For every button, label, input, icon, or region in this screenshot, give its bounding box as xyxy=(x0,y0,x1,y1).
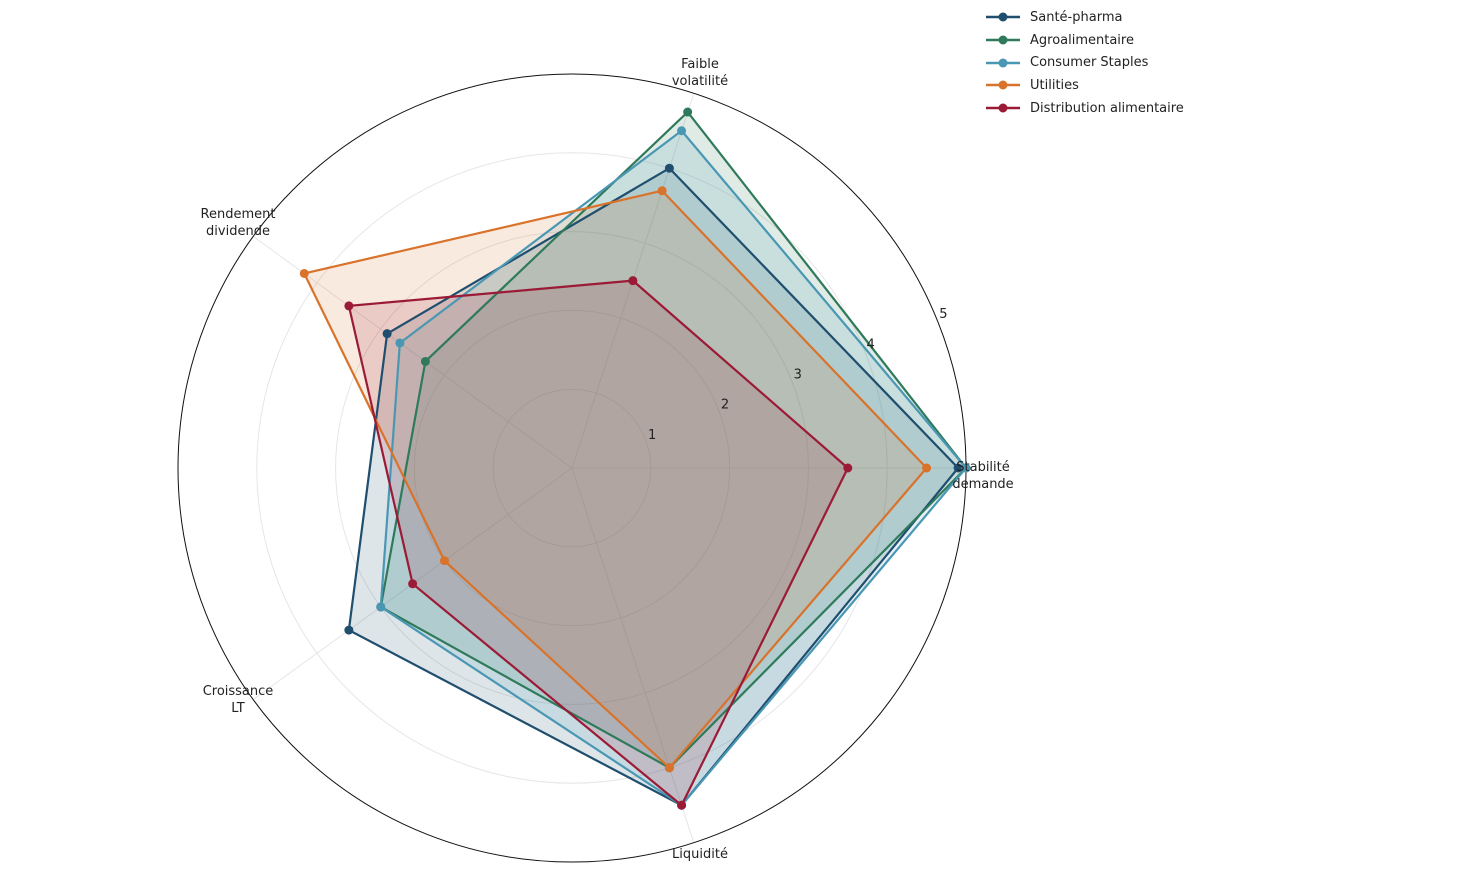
data-point xyxy=(657,186,667,196)
data-point xyxy=(677,126,687,136)
axis-label-line: dividende xyxy=(206,224,270,239)
series-fill-0 xyxy=(348,168,959,806)
legend-item: Santé-pharma xyxy=(986,6,1184,29)
data-point xyxy=(953,463,963,473)
radial-tick-label: 1 xyxy=(648,428,656,443)
grid-spoke xyxy=(571,467,695,843)
data-point xyxy=(344,301,354,311)
data-point xyxy=(439,556,449,566)
data-point xyxy=(344,625,354,635)
legend-marker-icon xyxy=(986,35,1020,45)
axis-label-line: demande xyxy=(952,477,1013,492)
axis-label: Croissance LT xyxy=(203,684,274,716)
axis-label: Liquidité xyxy=(672,847,728,862)
axis-label-line: volatilité xyxy=(672,74,728,89)
legend: Santé-pharma Agroalimentaire Consumer Stap… xyxy=(986,6,1184,119)
data-point xyxy=(843,463,853,473)
axis-label-line: Faible xyxy=(681,57,719,72)
radial-tick-label: 2 xyxy=(721,398,729,413)
legend-label: Distribution alimentaire xyxy=(1030,100,1184,116)
axis-label: Rendement dividende xyxy=(201,207,276,239)
series-line-1 xyxy=(379,110,968,769)
data-point xyxy=(664,163,674,173)
legend-item: Consumer Staples xyxy=(986,51,1184,74)
data-point xyxy=(408,579,418,589)
legend-label: Utilities xyxy=(1030,77,1079,93)
data-point xyxy=(628,276,638,286)
legend-item: Utilities xyxy=(986,74,1184,97)
axis-label-line: Stabilité xyxy=(956,460,1010,475)
data-point xyxy=(677,800,687,810)
series-line-2 xyxy=(379,129,968,807)
data-point xyxy=(395,338,405,348)
data-point xyxy=(299,268,309,278)
axis-label: Faible volatilité xyxy=(672,57,728,89)
radial-tick-label: 3 xyxy=(794,367,802,382)
legend-marker-icon xyxy=(986,80,1020,90)
axis-label-line: Croissance xyxy=(203,684,274,699)
series-fill-1 xyxy=(380,112,966,768)
data-point xyxy=(961,463,971,473)
legend-marker-icon xyxy=(986,103,1020,113)
legend-label: Consumer Staples xyxy=(1030,55,1149,71)
series-line-4 xyxy=(347,279,849,807)
legend-item: Distribution alimentaire xyxy=(986,97,1184,120)
axis-label-line: Rendement xyxy=(201,207,276,222)
axis-label-line: LT xyxy=(231,701,244,716)
axis-label-line: Liquidité xyxy=(672,847,728,862)
axis-label: Stabilité demande xyxy=(952,460,1013,492)
radial-tick-label: 4 xyxy=(866,337,874,352)
data-point xyxy=(376,602,386,612)
data-point xyxy=(382,329,392,339)
legend-label: Santé-pharma xyxy=(1030,9,1123,25)
series-fill-4 xyxy=(348,280,848,806)
data-point xyxy=(683,107,693,117)
legend-marker-icon xyxy=(986,12,1020,22)
data-point xyxy=(420,356,430,366)
legend-marker-icon xyxy=(986,58,1020,68)
data-point xyxy=(922,463,932,473)
data-point xyxy=(664,763,674,773)
legend-item: Agroalimentaire xyxy=(986,29,1184,52)
radial-tick-label: 5 xyxy=(939,307,947,322)
legend-label: Agroalimentaire xyxy=(1030,32,1134,48)
